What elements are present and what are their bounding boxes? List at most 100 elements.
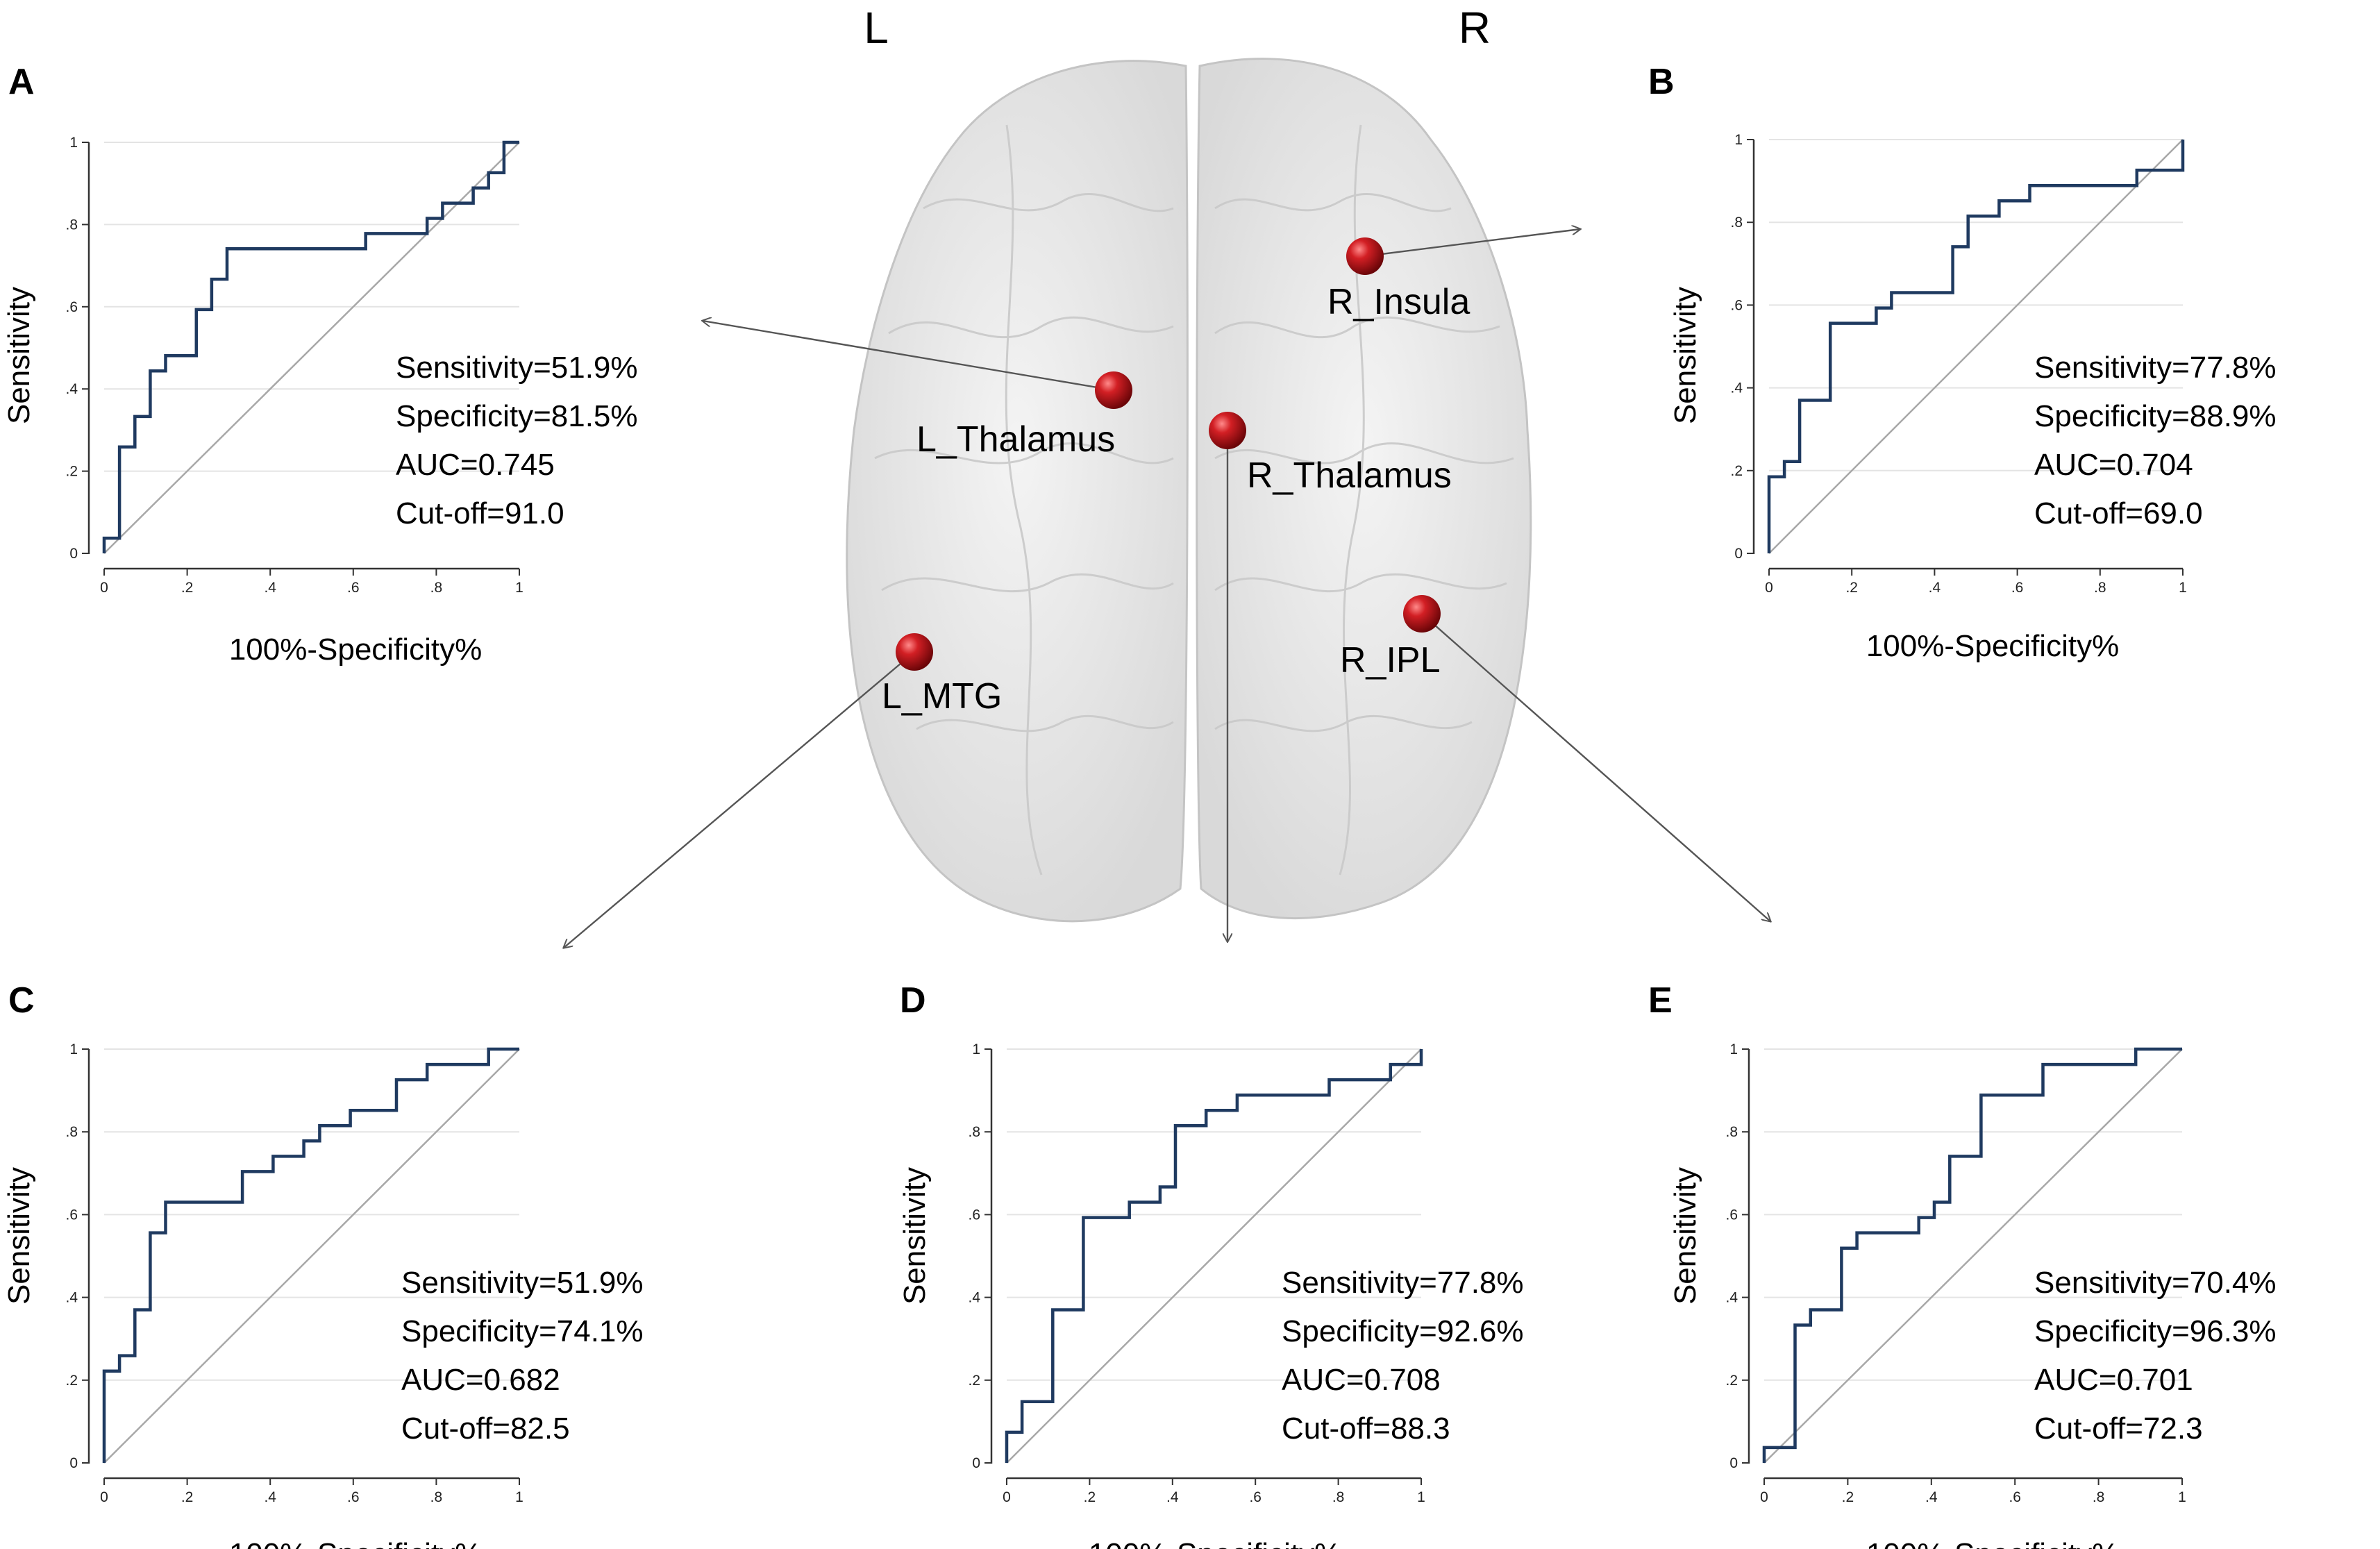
panel-letter: B — [1648, 62, 1675, 102]
x-tick-label: 1 — [515, 1489, 523, 1505]
reference-diagonal-line — [103, 1048, 520, 1464]
y-tick-label: .6 — [65, 1207, 78, 1223]
x-axis-title: 100%-Specificity% — [1866, 1537, 2119, 1549]
y-tick-label: 0 — [69, 1455, 78, 1471]
x-tick-label: .8 — [2093, 1489, 2105, 1505]
roc-panel-b: B 0 0 .2 .2 .4 .4 .6 .6 .8 .8 1 1 Sensitivity 100%-Spe… — [1648, 62, 2277, 663]
stat-annotation: Specificity=81.5% — [396, 399, 638, 433]
y-axis-title: Sensitivity — [1668, 1167, 1702, 1305]
reference-diagonal-line — [1763, 1048, 2183, 1464]
stat-annotation: Sensitivity=77.8% — [2034, 351, 2277, 385]
y-tick-label: .6 — [1730, 297, 1743, 313]
roc-curve-line — [102, 140, 519, 553]
x-axis-title: 100%-Specificity% — [229, 1537, 482, 1549]
x-tick-label: 1 — [2179, 580, 2187, 596]
stat-annotation: Sensitivity=51.9% — [401, 1266, 644, 1300]
roc-panels: A 0 0 .2 .2 .4 .4 .6 .6 .8 .8 1 1 Sensitivity 100%-Spe… — [2, 62, 2277, 1549]
brain-illustration — [846, 58, 1532, 923]
y-tick-label: 0 — [1734, 546, 1743, 562]
y-tick-label: .8 — [968, 1124, 980, 1140]
y-tick-label: .8 — [1730, 215, 1743, 231]
stat-annotation: Cut-off=91.0 — [396, 496, 564, 530]
panel-letter: E — [1648, 980, 1673, 1021]
x-tick-label: .8 — [430, 580, 443, 596]
x-tick-label: .4 — [1925, 1489, 1938, 1505]
x-tick-label: 0 — [100, 580, 108, 596]
y-axis-title: Sensitivity — [898, 1167, 932, 1305]
x-tick-label: 0 — [100, 1489, 108, 1505]
x-tick-label: .2 — [1842, 1489, 1854, 1505]
y-axis-title: Sensitivity — [1668, 287, 1702, 424]
reference-diagonal-line — [1006, 1048, 1422, 1464]
x-tick-label: .6 — [1249, 1489, 1262, 1505]
x-tick-label: 1 — [515, 580, 523, 596]
panel-letter: C — [8, 980, 35, 1021]
roc-curve-line — [1762, 1047, 2182, 1463]
y-tick-label: .6 — [65, 299, 78, 315]
x-axis-title: 100%-Specificity% — [229, 633, 482, 667]
y-tick-label: .2 — [1730, 463, 1743, 479]
y-tick-label: 1 — [69, 135, 78, 151]
x-tick-label: .6 — [2011, 580, 2024, 596]
hemisphere-left-label: L — [864, 3, 889, 53]
x-tick-label: 0 — [1765, 580, 1773, 596]
x-tick-label: 1 — [1417, 1489, 1425, 1505]
y-tick-label: .4 — [65, 1290, 78, 1306]
y-tick-label: 0 — [972, 1455, 980, 1471]
stat-annotation: AUC=0.704 — [2034, 448, 2193, 482]
y-axis-title: Sensitivity — [2, 1167, 36, 1305]
y-tick-label: 1 — [69, 1041, 78, 1057]
label-l-mtg: L_MTG — [882, 676, 1002, 717]
x-tick-label: 1 — [2178, 1489, 2186, 1505]
x-tick-label: 0 — [1003, 1489, 1011, 1505]
y-tick-label: .8 — [65, 1124, 78, 1140]
x-tick-label: 0 — [1760, 1489, 1768, 1505]
region-nodes — [896, 237, 1441, 671]
x-tick-label: .2 — [181, 580, 194, 596]
x-tick-label: .2 — [1845, 580, 1858, 596]
x-tick-label: .4 — [264, 580, 276, 596]
y-tick-label: .8 — [65, 217, 78, 233]
y-tick-label: 1 — [1729, 1041, 1738, 1057]
stat-annotation: Sensitivity=77.8% — [1282, 1266, 1524, 1300]
connector-arrows — [564, 229, 1770, 948]
stat-annotation: Specificity=74.1% — [401, 1314, 644, 1348]
roc-curve-line — [1767, 140, 2185, 553]
label-l-thalamus: L_Thalamus — [916, 419, 1115, 460]
x-axis-title: 100%-Specificity% — [1089, 1537, 1341, 1549]
y-tick-label: 0 — [69, 546, 78, 562]
x-axis-title: 100%-Specificity% — [1866, 629, 2119, 663]
panel-letter: D — [900, 980, 926, 1021]
x-tick-label: .8 — [2094, 580, 2106, 596]
stat-annotation: AUC=0.682 — [401, 1363, 560, 1397]
y-tick-label: 1 — [1734, 132, 1743, 148]
x-tick-label: .6 — [347, 580, 360, 596]
stat-annotation: Specificity=92.6% — [1282, 1314, 1524, 1348]
y-tick-label: .2 — [968, 1373, 980, 1389]
hemisphere-right-label: R — [1459, 3, 1491, 53]
arrow-r-insula-to-b — [1364, 229, 1580, 258]
y-tick-label: .6 — [1725, 1207, 1738, 1223]
x-tick-label: .6 — [347, 1489, 360, 1505]
stat-annotation: Cut-off=69.0 — [2034, 496, 2203, 530]
y-tick-label: .6 — [968, 1207, 980, 1223]
y-tick-label: 1 — [972, 1041, 980, 1057]
reference-diagonal-line — [1768, 139, 2184, 554]
x-tick-label: .4 — [1929, 580, 1941, 596]
y-tick-label: .4 — [1725, 1290, 1738, 1306]
stat-annotation: Specificity=88.9% — [2034, 399, 2277, 433]
x-tick-label: .6 — [2009, 1489, 2021, 1505]
x-tick-label: .8 — [430, 1489, 443, 1505]
y-tick-label: .2 — [65, 464, 78, 480]
node-r-ipl — [1403, 595, 1441, 633]
y-tick-label: .2 — [65, 1373, 78, 1389]
arrow-l-thalamus-to-a — [703, 321, 1114, 392]
stat-annotation: AUC=0.745 — [396, 448, 555, 482]
y-tick-label: .2 — [1725, 1373, 1738, 1389]
x-tick-label: .2 — [1084, 1489, 1096, 1505]
arrow-l-mtg-to-c — [564, 651, 915, 948]
roc-curve-line — [1005, 1049, 1423, 1463]
label-r-ipl: R_IPL — [1340, 640, 1441, 680]
stat-annotation: Cut-off=72.3 — [2034, 1412, 2203, 1446]
